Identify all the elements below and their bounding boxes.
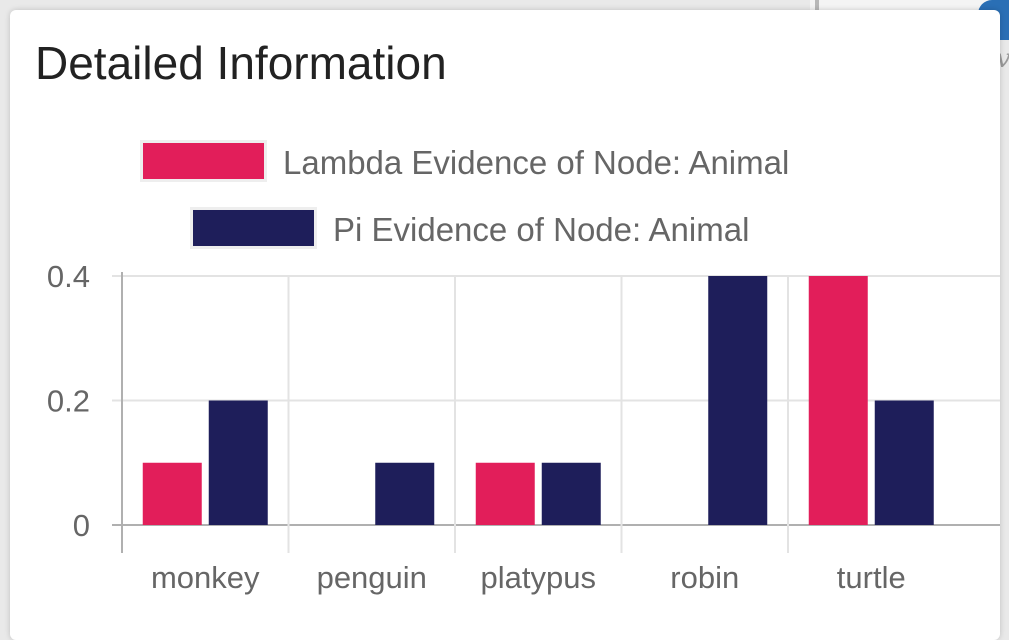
legend-swatch[interactable] <box>143 143 264 179</box>
background-divider <box>815 0 819 10</box>
x-tick-label: robin <box>670 560 739 595</box>
bar-turtle-series-2[interactable] <box>874 400 934 526</box>
chart-axes: 0 0.2 0.4 monkey penguin platypus robin turtle <box>47 259 906 595</box>
chart-legend: Lambda Evidence of Node: Animal Pi Eviden… <box>140 140 789 249</box>
bar-penguin-series-2[interactable] <box>375 462 435 525</box>
y-tick-label: 0.2 <box>47 384 90 419</box>
bar-robin-series-2[interactable] <box>708 276 768 525</box>
y-tick-label: 0 <box>73 508 90 543</box>
bar-turtle-series-1[interactable] <box>808 276 868 525</box>
x-tick-label: penguin <box>317 560 427 595</box>
bar-platypus-series-2[interactable] <box>541 462 601 525</box>
bar-monkey-series-2[interactable] <box>208 400 268 526</box>
card-title: Detailed Information <box>35 37 447 89</box>
y-tick-label: 0.4 <box>47 259 90 294</box>
x-tick-label: monkey <box>151 560 260 595</box>
legend-label[interactable]: Pi Evidence of Node: Animal <box>333 211 749 248</box>
bar-monkey-series-1[interactable] <box>142 462 202 525</box>
x-tick-label: turtle <box>837 560 906 595</box>
bar-platypus-series-1[interactable] <box>475 462 535 525</box>
legend-label[interactable]: Lambda Evidence of Node: Animal <box>283 144 789 181</box>
x-tick-label: platypus <box>481 560 596 595</box>
chart-bars <box>142 276 934 526</box>
legend-swatch[interactable] <box>193 210 314 246</box>
